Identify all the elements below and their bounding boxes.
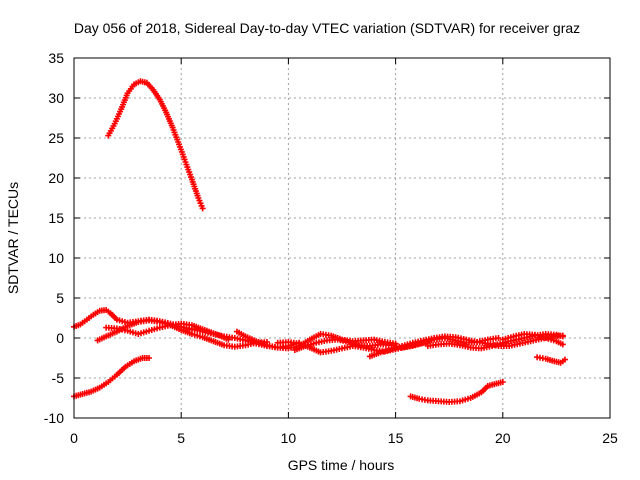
data-point bbox=[146, 355, 153, 361]
y-tick-label: 30 bbox=[48, 90, 64, 106]
x-tick-label: 10 bbox=[281, 430, 297, 446]
series-arc-low-left bbox=[71, 355, 153, 400]
x-tick-label: 25 bbox=[602, 430, 618, 446]
series-arc-i bbox=[499, 331, 566, 348]
series-arc-low-right bbox=[407, 379, 506, 405]
data-point bbox=[561, 356, 568, 363]
y-tick-label: 15 bbox=[48, 210, 64, 226]
data-series bbox=[71, 78, 568, 405]
y-tick-label: 10 bbox=[48, 250, 64, 266]
x-tick-label: 5 bbox=[177, 430, 185, 446]
y-tick-label: 35 bbox=[48, 50, 64, 66]
series-arc-high bbox=[105, 78, 206, 212]
data-point bbox=[559, 333, 566, 340]
y-tick-label: -10 bbox=[44, 410, 64, 426]
y-tick-label: 25 bbox=[48, 130, 64, 146]
data-point bbox=[559, 341, 566, 348]
data-point bbox=[225, 336, 232, 343]
grid bbox=[74, 58, 610, 418]
x-axis-label: GPS time / hours bbox=[288, 457, 395, 473]
chart-title: Day 056 of 2018, Sidereal Day-to-day VTE… bbox=[74, 20, 580, 36]
series-arc-j bbox=[534, 354, 568, 366]
data-point bbox=[499, 379, 506, 385]
x-tick-label: 15 bbox=[388, 430, 404, 446]
y-tick-label: -5 bbox=[52, 370, 65, 386]
plot-frame bbox=[73, 57, 611, 419]
data-point bbox=[495, 335, 502, 341]
y-axis-label: SDTVAR / TECUs bbox=[5, 182, 21, 294]
y-tick-label: 20 bbox=[48, 170, 64, 186]
y-tick-label: 5 bbox=[56, 290, 64, 306]
x-tick-label: 20 bbox=[495, 430, 511, 446]
y-tick-label: 0 bbox=[56, 330, 64, 346]
axis-ticks: 0 5 10 15 20 25 -10 -5 0 5 10 15 20 25 30 35 bbox=[44, 50, 618, 446]
x-tick-label: 0 bbox=[70, 430, 78, 446]
data-point bbox=[199, 205, 206, 212]
series-arc-c bbox=[103, 320, 232, 343]
